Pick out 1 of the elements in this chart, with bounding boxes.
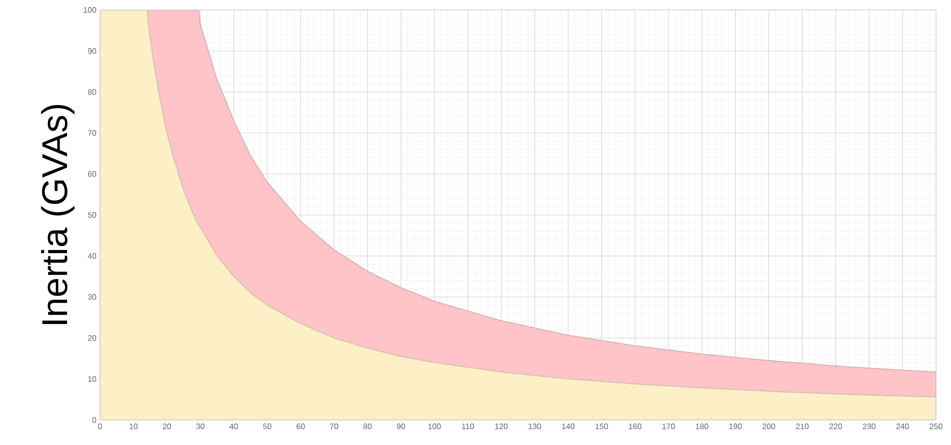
y-axis-title: Inertia (GVAs): [41, 104, 74, 324]
